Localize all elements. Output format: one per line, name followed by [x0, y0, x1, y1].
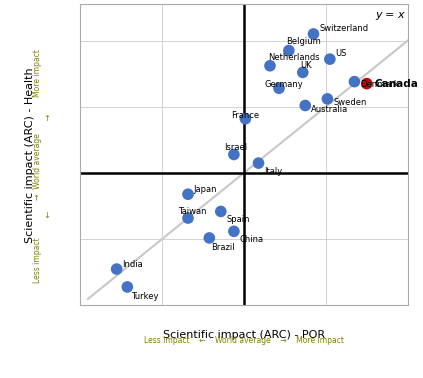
- Text: China: China: [240, 235, 264, 244]
- Point: [266, 63, 273, 69]
- Text: Italy: Italy: [264, 167, 283, 175]
- Point: [286, 48, 292, 54]
- Text: Israel: Israel: [224, 143, 247, 152]
- Y-axis label: Scientific impact (ARC) - Health: Scientific impact (ARC) - Health: [25, 67, 35, 243]
- Text: UK: UK: [300, 60, 312, 70]
- Text: Turkey: Turkey: [131, 292, 158, 301]
- Point: [242, 116, 249, 122]
- Point: [113, 266, 120, 272]
- Text: Australia: Australia: [311, 105, 348, 114]
- X-axis label: Scientific impact (ARC) - POR: Scientific impact (ARC) - POR: [163, 330, 325, 341]
- Point: [255, 160, 262, 166]
- Point: [184, 215, 191, 221]
- Text: Japan: Japan: [194, 185, 217, 194]
- Text: Brazil: Brazil: [211, 243, 235, 252]
- Point: [299, 69, 306, 75]
- Point: [310, 31, 317, 37]
- Point: [231, 228, 237, 234]
- Point: [206, 235, 213, 241]
- Point: [184, 191, 191, 197]
- Text: France: France: [231, 111, 259, 120]
- Text: ↓: ↓: [44, 211, 50, 220]
- Text: Less impact    ←    World average    →    More impact: Less impact ← World average → More impac…: [144, 336, 344, 345]
- Text: Belgium: Belgium: [286, 37, 321, 46]
- Point: [217, 208, 224, 214]
- Text: Netherlands: Netherlands: [268, 53, 320, 62]
- Text: ↑: ↑: [44, 114, 50, 123]
- Point: [276, 85, 283, 91]
- Point: [327, 56, 333, 62]
- Point: [363, 81, 370, 87]
- Text: Denmark: Denmark: [360, 81, 399, 90]
- Text: Canada: Canada: [375, 79, 419, 88]
- Text: Switzerland: Switzerland: [319, 24, 368, 33]
- Point: [231, 152, 237, 158]
- Text: Sweden: Sweden: [333, 98, 366, 107]
- Point: [124, 284, 131, 290]
- Text: Taiwan: Taiwan: [178, 207, 207, 216]
- Text: Spain: Spain: [227, 215, 250, 224]
- Point: [302, 102, 309, 108]
- Text: India: India: [122, 260, 143, 269]
- Text: y = x: y = x: [375, 10, 404, 20]
- Point: [324, 96, 331, 102]
- Text: More impact: More impact: [33, 50, 41, 98]
- Point: [351, 79, 358, 85]
- Text: Germany: Germany: [264, 81, 303, 90]
- Text: US: US: [335, 50, 347, 58]
- Text: →  World average: → World average: [33, 133, 41, 200]
- Text: Less impact: Less impact: [33, 237, 41, 283]
